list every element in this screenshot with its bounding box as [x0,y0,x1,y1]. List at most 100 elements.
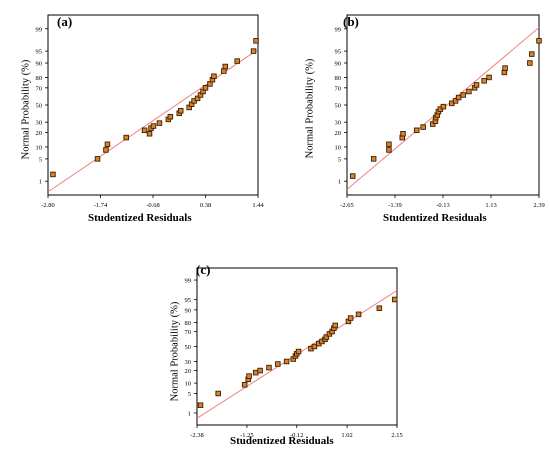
data-point-a [94,156,101,162]
data-point-c [197,402,204,408]
y-tick-label-b: 10 [335,144,342,151]
y-axis-label-b: Normal Probability (%) [304,58,316,159]
data-point-c [283,358,290,365]
data-point-c [266,364,272,371]
y-tick-label-b: 1 [338,179,341,186]
y-tick-label-b: 90 [335,61,342,68]
data-point-a [103,147,109,153]
data-point-b [460,92,466,98]
x-tick-label-c: -0.12 [290,432,304,439]
x-tick-label-b: 2.39 [533,202,544,209]
y-tick-label-c: 95 [185,297,192,304]
chart-panel-a: 1 5 10 20 30 50 70 80 90 95 99 -2.80 -1.74 -0.68 0.38 1… [0,0,275,232]
data-point-b [400,131,406,137]
data-point-b [536,38,542,44]
data-point-a [177,108,184,114]
y-tick-label-c: 1 [188,410,191,417]
y-tick-label-c: 80 [185,320,192,327]
data-point-a [150,123,157,129]
plot-frame-a [47,14,259,196]
data-point-c [246,373,252,379]
y-tick-label-b: 5 [338,156,341,163]
y-axis-label-c: Normal Probability (%) [169,301,181,402]
data-point-a [104,141,111,148]
x-tick-label-c: -1.25 [240,432,254,439]
data-point-b [466,88,472,95]
y-tick-label-c: 70 [185,329,192,336]
data-point-c [392,296,398,303]
y-tick-label-c: 30 [185,359,192,366]
data-point-a [253,38,259,44]
data-point-c [241,382,248,388]
data-point-c [311,343,318,350]
data-point-a [50,171,56,178]
chart-panel-c: 1 5 10 20 30 50 70 80 90 95 99 -2.38 -1.25 -0.12 1.02 2… [140,240,415,454]
data-point-b [420,124,426,130]
data-point-a [156,120,163,126]
data-point-c [376,305,383,311]
y-tick-label-a: 90 [36,61,43,68]
panel-label-b: (b) [343,14,359,29]
data-point-c [295,348,302,355]
data-point-a [123,134,130,141]
y-tick-label-b: 20 [335,130,342,137]
data-point-a [146,131,153,137]
data-point-c [215,390,221,397]
data-point-a [234,58,240,64]
x-axis-label-b: Studentized Residuals [383,212,487,224]
y-tick-label-b: 80 [335,75,342,82]
data-point-a [250,48,257,54]
x-tick-label-a: -1.74 [94,202,108,209]
y-axis-label-a: Normal Probability (%) [20,59,32,160]
y-tick-label-b: 99 [335,26,342,33]
x-tick-label-c: 1.02 [341,432,352,439]
panel-label-c: (c) [196,262,211,277]
y-tick-label-c: 50 [185,344,192,351]
x-axis-label-c: Studentized Residuals [230,435,334,447]
data-point-b [529,51,535,57]
x-tick-label-b: -1.39 [388,202,402,209]
data-point-c [323,334,330,340]
x-axis-label-a: Studentized Residuals [88,212,192,224]
plot-frame-c [196,267,398,426]
y-tick-label-a: 1 [39,179,42,186]
y-tick-label-a: 10 [36,144,43,151]
x-tick-label-a: -0.68 [146,202,160,209]
data-point-a [141,127,148,134]
data-point-c [275,361,281,367]
data-point-b [473,82,480,88]
y-tick-label-a: 80 [36,75,43,82]
data-point-b [413,127,420,134]
y-tick-label-b: 95 [335,49,342,56]
data-point-b [386,147,392,153]
data-point-c [332,322,338,329]
x-tick-label-b: -2.65 [340,202,354,209]
data-point-b [481,78,487,84]
y-tick-label-a: 50 [36,103,43,110]
data-point-a [221,68,227,74]
y-tick-label-a: 5 [39,156,42,163]
data-point-b [440,103,447,110]
x-tick-label-c: 2.15 [391,432,402,439]
data-point-a [211,73,217,79]
y-tick-label-b: 50 [335,103,342,110]
data-point-b [527,60,533,66]
y-tick-label-c: 90 [185,307,192,314]
x-tick-label-c: -2.38 [190,432,204,439]
y-tick-label-c: 5 [188,391,191,398]
y-tick-label-a: 95 [36,49,43,56]
y-tick-label-c: 10 [185,381,192,388]
data-point-a [167,113,174,120]
chart-svg-c: 1 5 10 20 30 50 70 80 90 95 99 -2.38 -1.25 -0.12 1.02 2… [185,267,403,439]
chart-svg-a: 1 5 10 20 30 50 70 80 90 95 99 -2.80 -1.74 -0.68 0.38 1… [36,14,264,209]
data-point-b [349,173,356,179]
y-tick-label-c: 20 [185,368,192,375]
data-point-a [222,63,229,70]
x-tick-label-a: 1.44 [252,202,264,209]
data-point-c [252,369,259,376]
y-tick-label-a: 20 [36,130,43,137]
y-tick-label-c: 99 [185,278,192,285]
data-point-b [370,156,377,162]
chart-panel-b: 1 5 10 20 30 50 70 80 90 95 99 -2.65 -1.39 -0.13 1.13 2… [275,0,550,232]
chart-svg-b: 1 5 10 20 30 50 70 80 90 95 99 -2.65 -1.39 -0.13 1.13 2… [335,14,545,209]
